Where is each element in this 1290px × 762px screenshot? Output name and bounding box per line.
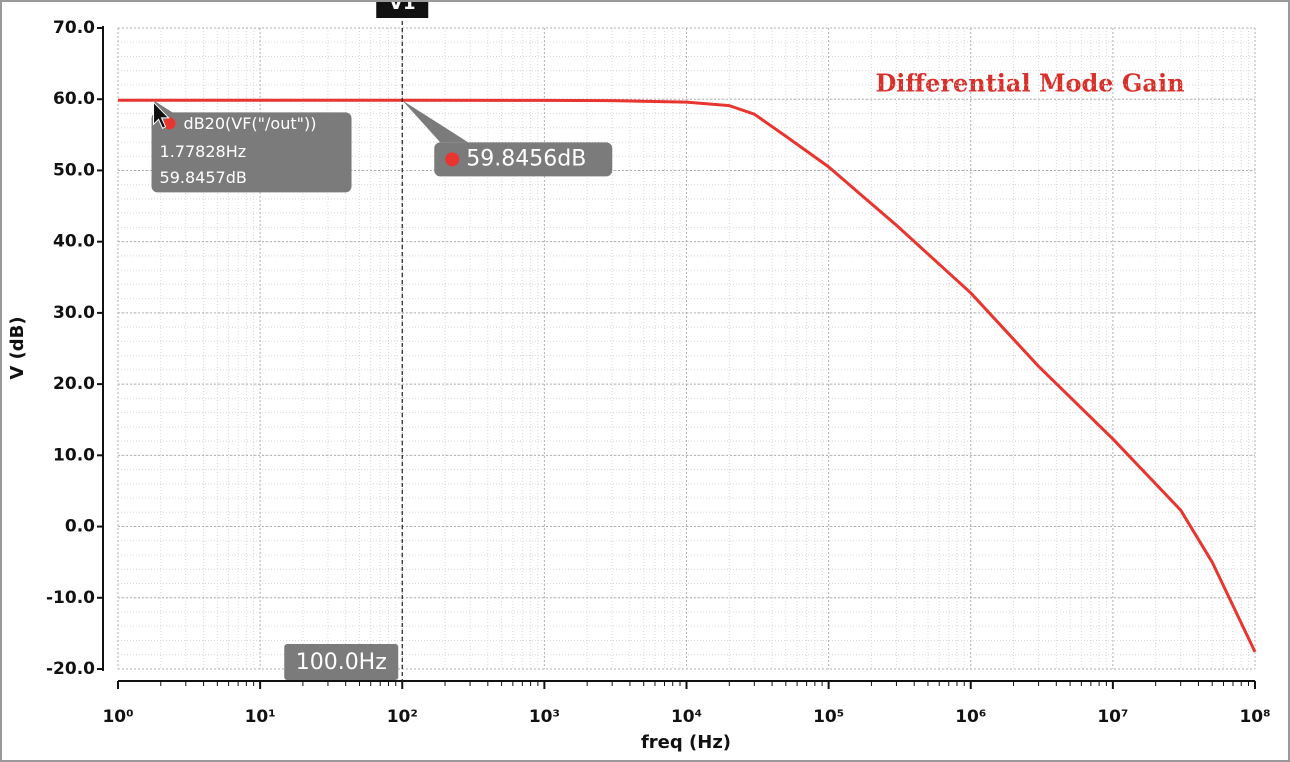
point-marker-label: 59.8456dB [466,146,586,171]
x-tick-label: 10⁴ [671,707,702,727]
y-tick-label: 60.0 [53,89,95,109]
cursor [153,101,170,130]
data-line [118,98,1257,653]
marker-x-label: 100.0Hz [296,650,387,675]
y-tick-label: 10.0 [53,445,95,465]
tooltip-y: 59.8457dB [160,168,247,187]
callout-box [434,142,613,177]
y-tick-label: 70.0 [53,18,95,38]
callout-pointer [402,100,469,143]
tooltip-x: 1.77828Hz [160,142,247,161]
x-tick-label: 10⁶ [955,707,986,727]
marker-x-box [284,644,399,680]
x-tick-label: 10⁰ [102,707,133,727]
tooltip-trace: dB20(VF("/out")) [184,114,317,133]
x-tick-label: 10³ [529,707,560,727]
y-tick-label: 40.0 [53,232,95,252]
point-marker [445,152,460,167]
y-tick-label: -20.0 [46,659,95,679]
tooltip-box [151,112,352,193]
x-axis-label: freq (Hz) [641,732,731,753]
y-tick-label: 20.0 [53,374,95,394]
marker-tag [376,0,429,18]
x-tick-label: 10⁸ [1239,707,1270,727]
y-tick-label: 30.0 [53,303,95,323]
y-tick-label: -10.0 [46,588,95,608]
y-tick-label: 50.0 [53,160,95,180]
x-tick-label: 10⁵ [813,707,844,727]
chart-title: Differential Mode Gain [875,69,1184,98]
x-tick-label: 10² [387,707,418,727]
y-tick-label: 0.0 [65,517,95,537]
marker-tag-label: V1 [389,0,415,14]
tooltip-point [163,117,176,130]
y-axis-label: V (dB) [7,316,28,379]
x-tick-label: 10¹ [245,707,276,727]
x-tick-label: 10⁷ [1097,707,1128,727]
